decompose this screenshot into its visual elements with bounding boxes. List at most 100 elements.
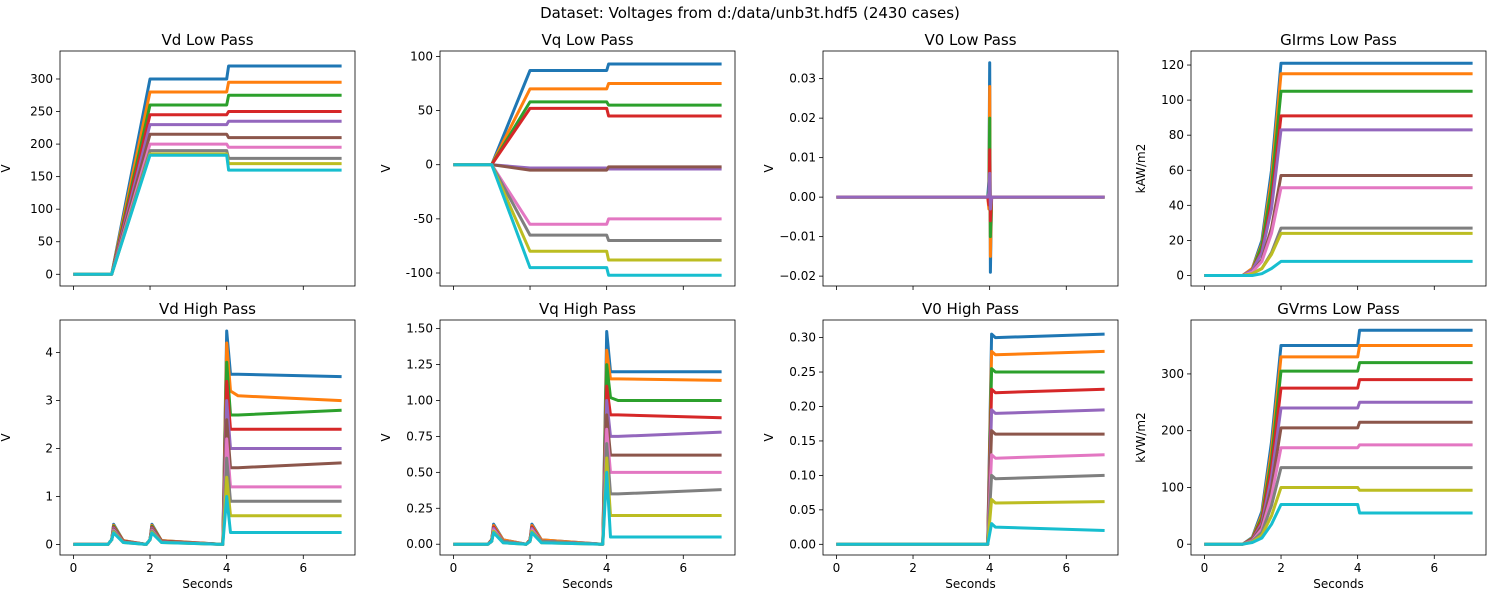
vd-low-pass-ytick-label: 250 [30, 105, 53, 119]
vd-high-pass-xtick-label: 0 [70, 561, 78, 575]
girms-low-pass-series-line [1204, 259, 1473, 277]
vd-high-pass-ytick-label: 1 [45, 489, 53, 503]
vd-high-pass-series-line [73, 495, 342, 546]
gvrms-low-pass-xtick-label: 6 [1430, 561, 1438, 575]
vd-low-pass-ytick-label: 300 [30, 72, 53, 86]
v0-high-pass-ytick-label: 0.10 [789, 468, 816, 482]
v0-high-pass-title: V0 High Pass [922, 300, 1019, 318]
girms-low-pass-ytick-label: 20 [1169, 233, 1184, 247]
v0-low-pass-ytick-label: −0.02 [779, 269, 816, 283]
gvrms-low-pass-xtick-label: 4 [1354, 561, 1362, 575]
girms-low-pass-ylabel: kAW/m2 [1134, 144, 1148, 194]
gvrms-low-pass-ytick-label: 200 [1161, 424, 1184, 438]
v0-low-pass-ytick-label: 0.03 [789, 72, 816, 86]
gvrms-low-pass-lines [1204, 328, 1473, 546]
vd-high-pass-axes-frame [59, 319, 356, 556]
vq-low-pass-ytick-label: 50 [418, 104, 433, 118]
vd-low-pass-ylabel: V [0, 164, 13, 173]
girms-low-pass-axes-frame [1190, 50, 1487, 287]
v0-high-pass-ytick-label: 0.30 [789, 331, 816, 345]
vq-low-pass-ytick-label: -50 [413, 212, 433, 226]
v0-high-pass-ytick-label: 0.00 [789, 537, 816, 551]
vq-low-pass-series-line [453, 163, 722, 277]
v0-low-pass-axes-frame [822, 50, 1119, 287]
girms-low-pass-ytick-label: 40 [1169, 198, 1184, 212]
vq-high-pass-xtick-label: 0 [450, 561, 458, 575]
vq-low-pass-title: Vq Low Pass [541, 31, 633, 49]
v0-high-pass-ytick-label: 0.20 [789, 399, 816, 413]
gvrms-low-pass-ytick-label: 0 [1176, 537, 1184, 551]
girms-low-pass-title: GIrms Low Pass [1280, 31, 1397, 49]
vq-high-pass-ylabel: V [379, 433, 393, 442]
vd-low-pass-subplot: 0 50 100 150 200 250 300 Vd Low Pass V [0, 31, 356, 290]
gvrms-low-pass-series-line [1204, 503, 1473, 546]
v0-high-pass-xtick-label: 2 [909, 561, 917, 575]
vd-high-pass-lines [73, 329, 342, 546]
vd-low-pass-axes-frame [59, 50, 356, 287]
vd-high-pass-ytick-label: 0 [45, 537, 53, 551]
v0-high-pass-xlabel: Seconds [945, 577, 995, 591]
vd-high-pass-subplot: 0 2 4 6 0 1 2 3 4 Vd High Pass V Seconds [0, 300, 356, 591]
vd-high-pass-xlabel: Seconds [182, 577, 232, 591]
vq-high-pass-ytick-label: 0.25 [406, 501, 433, 515]
vq-high-pass-xtick-label: 6 [679, 561, 687, 575]
vd-low-pass-ytick-label: 50 [38, 235, 53, 249]
vd-low-pass-lines [73, 64, 342, 276]
vd-high-pass-xtick-label: 2 [146, 561, 154, 575]
vd-low-pass-title: Vd Low Pass [161, 31, 253, 49]
vq-high-pass-lines [453, 330, 722, 546]
v0-low-pass-subplot: −0.02 −0.01 0.00 0.01 0.02 0.03 V0 Low Pass V [762, 31, 1119, 290]
girms-low-pass-ytick-label: 80 [1169, 128, 1184, 142]
v0-low-pass-title: V0 Low Pass [924, 31, 1016, 49]
girms-low-pass-ytick-label: 0 [1176, 268, 1184, 282]
gvrms-low-pass-ytick-label: 100 [1161, 480, 1184, 494]
vq-low-pass-ylabel: V [379, 164, 393, 173]
girms-low-pass-ytick-label: 60 [1169, 163, 1184, 177]
vd-low-pass-series-line [73, 153, 342, 276]
vd-low-pass-ytick-label: 100 [30, 202, 53, 216]
vq-low-pass-ytick-label: 100 [410, 49, 433, 63]
vd-high-pass-ylabel: V [0, 433, 13, 442]
gvrms-low-pass-axes-frame [1190, 319, 1487, 556]
vd-high-pass-ytick-label: 3 [45, 394, 53, 408]
vd-high-pass-ytick-label: 4 [45, 346, 53, 360]
v0-high-pass-ylabel: V [762, 433, 776, 442]
vq-low-pass-ytick-label: -100 [406, 266, 433, 280]
vq-low-pass-lines [453, 62, 722, 277]
girms-low-pass-lines [1204, 61, 1473, 277]
v0-low-pass-ytick-label: 0.01 [789, 151, 816, 165]
gvrms-low-pass-ytick-label: 300 [1161, 367, 1184, 381]
vq-high-pass-ytick-label: 0.75 [406, 429, 433, 443]
figure-title: Dataset: Voltages from d:/data/unb3t.hdf… [540, 4, 960, 22]
gvrms-low-pass-xtick-label: 2 [1277, 561, 1285, 575]
vq-high-pass-ytick-label: 1.00 [406, 393, 433, 407]
girms-low-pass-ytick-label: 120 [1161, 58, 1184, 72]
vq-high-pass-xtick-label: 2 [526, 561, 534, 575]
vq-high-pass-axes-frame [439, 319, 736, 556]
vd-high-pass-title: Vd High Pass [159, 300, 256, 318]
gvrms-low-pass-title: GVrms Low Pass [1277, 300, 1400, 318]
vd-low-pass-ytick-label: 0 [45, 267, 53, 281]
vd-high-pass-ytick-label: 2 [45, 442, 53, 456]
v0-high-pass-ytick-label: 0.15 [789, 434, 816, 448]
vq-high-pass-xtick-label: 4 [603, 561, 611, 575]
vd-high-pass-xtick-label: 6 [299, 561, 307, 575]
girms-low-pass-subplot: 0 20 40 60 80 100 120 GIrms Low Pass kAW/m2 [1134, 31, 1487, 290]
v0-high-pass-xtick-label: 6 [1062, 561, 1070, 575]
vq-high-pass-ytick-label: 0.00 [406, 537, 433, 551]
vq-high-pass-ytick-label: 1.50 [406, 322, 433, 336]
v0-high-pass-subplot: 0 2 4 6 0.00 0.05 0.10 0.15 0.20 0.25 0.30 V0 High … [762, 300, 1119, 591]
vq-high-pass-subplot: 0 2 4 6 0.00 0.25 0.50 0.75 1.00 1.25 1.50 Vq High … [379, 300, 736, 591]
vd-low-pass-ytick-label: 200 [30, 137, 53, 151]
gvrms-low-pass-xlabel: Seconds [1313, 577, 1363, 591]
vq-low-pass-ytick-label: 0 [425, 158, 433, 172]
v0-high-pass-axes-frame [822, 319, 1119, 556]
vq-low-pass-subplot: -100 -50 0 50 100 Vq Low Pass V [379, 31, 736, 290]
vd-high-pass-xtick-label: 4 [223, 561, 231, 575]
gvrms-low-pass-ylabel: kVW/m2 [1134, 412, 1148, 462]
vq-high-pass-series-line [453, 470, 722, 546]
vq-high-pass-title: Vq High Pass [539, 300, 636, 318]
v0-low-pass-ylabel: V [762, 164, 776, 173]
